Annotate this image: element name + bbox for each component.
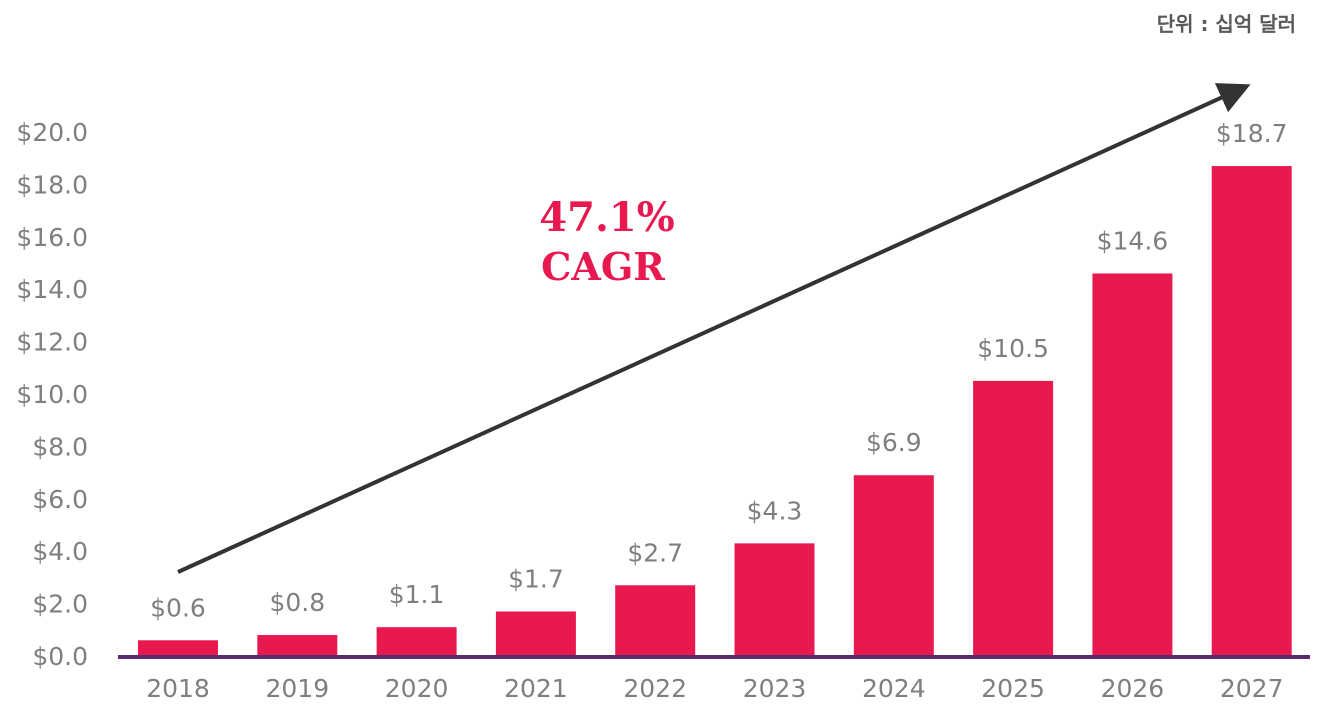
x-tick-label: 2026 (1101, 674, 1165, 703)
x-tick-label: 2018 (146, 674, 210, 703)
bar-2020 (376, 627, 457, 656)
data-label-2018: $0.6 (150, 593, 206, 622)
x-tick-label: 2021 (504, 674, 568, 703)
y-tick-label: $12.0 (16, 328, 88, 357)
data-label-2027: $18.7 (1216, 119, 1288, 148)
data-label-2026: $14.6 (1097, 226, 1169, 255)
data-label-2021: $1.7 (508, 564, 564, 593)
bar-2026 (1092, 273, 1173, 656)
unit-label: 단위 : 십억 달러 (1156, 12, 1296, 36)
y-tick-label: $8.0 (32, 432, 88, 461)
y-tick-label: $2.0 (32, 590, 88, 619)
x-tick-label: 2022 (623, 674, 687, 703)
data-label-2022: $2.7 (627, 538, 683, 567)
bar-2018 (138, 640, 218, 656)
bar-2019 (257, 635, 338, 656)
bar-2027 (1211, 166, 1292, 656)
x-tick-label: 2024 (862, 674, 926, 703)
data-label-2019: $0.8 (269, 588, 325, 617)
x-tick-label: 2023 (743, 674, 807, 703)
y-tick-label: $0.0 (32, 642, 88, 671)
bar-2023 (734, 543, 815, 656)
y-tick-label: $10.0 (16, 380, 88, 409)
bar-2025 (973, 380, 1054, 656)
data-label-2024: $6.9 (866, 428, 922, 457)
x-tick-label: 2020 (385, 674, 449, 703)
bar-2022 (615, 585, 696, 656)
y-tick-label: $4.0 (32, 537, 88, 566)
y-tick-label: $14.0 (16, 275, 88, 304)
x-tick-label: 2025 (981, 674, 1045, 703)
y-tick-label: $18.0 (16, 170, 88, 199)
bar-2024 (853, 475, 934, 656)
data-label-2025: $10.5 (977, 334, 1049, 363)
y-tick-label: $6.0 (32, 485, 88, 514)
data-labels: $0.6 $0.8 $1.1 $1.7 $2.7 $4.3 $6.9 $10.5 $14.6 $1… (150, 119, 1287, 622)
y-axis-ticks: $0.0 $2.0 $4.0 $6.0 $8.0 $10.0 $12.0 $14.0 $16.0… (16, 118, 88, 671)
x-tick-label: 2027 (1220, 674, 1284, 703)
cagr-rate: 47.1% (539, 194, 674, 241)
y-tick-label: $16.0 (16, 223, 88, 252)
x-tick-label: 2019 (265, 674, 329, 703)
bar-2021 (495, 611, 576, 656)
cagr-label: CAGR (541, 244, 665, 289)
bars (138, 166, 1292, 656)
x-axis-ticks: 2018 2019 2020 2021 2022 2023 2024 2025 2026 2027 (146, 674, 1283, 703)
data-label-2023: $4.3 (747, 496, 803, 525)
data-label-2020: $1.1 (389, 580, 445, 609)
y-tick-label: $20.0 (16, 118, 88, 147)
trend-arrow (177, 83, 1251, 574)
